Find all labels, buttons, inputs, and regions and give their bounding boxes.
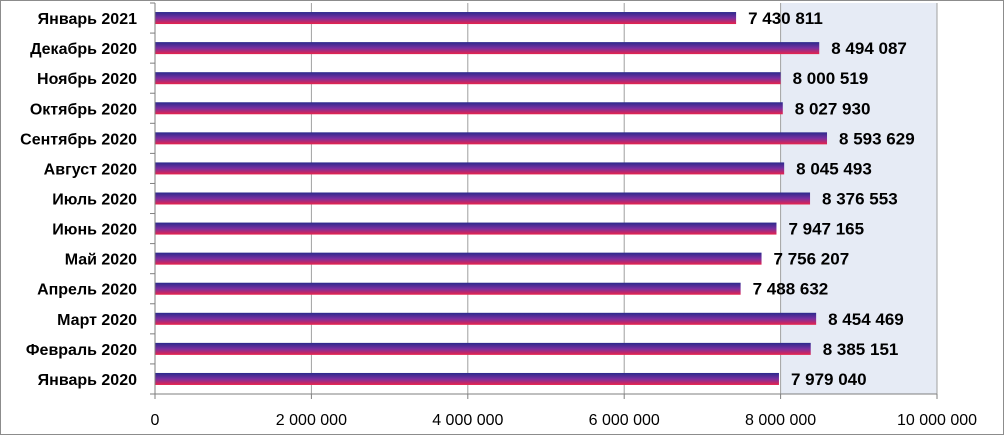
- category-label: Май 2020: [65, 252, 137, 269]
- bar: [155, 312, 817, 325]
- category-label: Апрель 2020: [37, 282, 137, 299]
- x-tick-label: 0: [151, 412, 160, 429]
- bar: [155, 12, 737, 25]
- category-label: Октябрь 2020: [30, 101, 137, 118]
- category-label: Август 2020: [44, 161, 137, 178]
- value-label: 8 593 629: [839, 129, 915, 148]
- category-label: Январь 2021: [38, 11, 137, 28]
- labels: 0 2 000 000 4 000 000 6 000 000 8 000 000 10 …: [20, 9, 977, 429]
- category-label: Январь 2020: [38, 372, 137, 389]
- bars: [155, 12, 828, 385]
- x-tick-label: 4 000 000: [432, 412, 503, 429]
- bar: [155, 42, 820, 55]
- category-label: Сентябрь 2020: [20, 131, 137, 148]
- value-label: 8 000 519: [793, 69, 869, 88]
- bar: [155, 252, 762, 265]
- bar: [155, 222, 777, 235]
- bar: [155, 72, 781, 85]
- x-tick-label: 2 000 000: [276, 412, 347, 429]
- bar: [155, 192, 811, 205]
- bar: [155, 102, 783, 115]
- bar: [155, 282, 741, 295]
- bar: [155, 342, 811, 355]
- category-label: Март 2020: [57, 312, 137, 329]
- value-label: 8 385 151: [823, 340, 899, 359]
- value-label: 7 430 811: [748, 9, 823, 28]
- x-tick-label: 8 000 000: [745, 412, 816, 429]
- value-label: 8 454 469: [828, 310, 904, 329]
- value-label: 8 045 493: [796, 159, 872, 178]
- value-label: 7 488 632: [753, 280, 829, 299]
- value-label: 7 979 040: [791, 370, 867, 389]
- x-tick-label: 6 000 000: [589, 412, 660, 429]
- bar: [155, 162, 785, 175]
- category-label: Июнь 2020: [52, 222, 137, 239]
- value-label: 7 947 165: [788, 220, 864, 239]
- bar: [155, 132, 828, 145]
- value-label: 7 756 207: [774, 250, 850, 269]
- axes: [150, 2, 938, 399]
- category-label: Июль 2020: [52, 192, 137, 209]
- category-label: Декабрь 2020: [30, 41, 137, 58]
- x-tick-label: 10 000 000: [897, 412, 977, 429]
- value-label: 8 027 930: [795, 99, 871, 118]
- category-label: Февраль 2020: [26, 342, 137, 359]
- value-label: 8 376 553: [822, 190, 898, 209]
- value-label: 8 494 087: [831, 39, 907, 58]
- bar: [155, 372, 779, 385]
- category-label: Ноябрь 2020: [37, 71, 137, 88]
